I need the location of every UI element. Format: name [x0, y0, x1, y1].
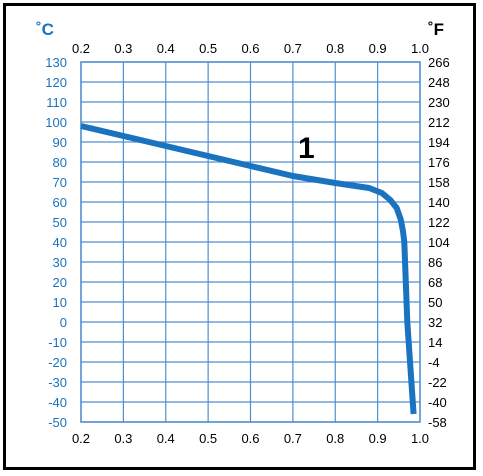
x-tick-label-bottom: 1.0	[411, 431, 429, 446]
y-right-tick-label: 158	[428, 175, 450, 190]
y-right-tick-label: -40	[428, 395, 447, 410]
y-right-tick-label: -22	[428, 375, 447, 390]
x-tick-label-top: 0.2	[72, 41, 90, 56]
y-left-tick-label: 0	[60, 315, 67, 330]
series-layer	[80, 123, 417, 415]
y-left-tick-label: 110	[46, 95, 67, 110]
x-tick-label-top: 0.6	[241, 41, 259, 56]
y-left-tick-label: 90	[53, 135, 67, 150]
y-left-tick-label: 120	[45, 75, 67, 90]
x-tick-label-bottom: 0.5	[199, 431, 217, 446]
y-right-tick-label: 194	[428, 135, 450, 150]
y-left-tick-label: 20	[53, 275, 67, 290]
x-tick-label-top: 0.5	[199, 41, 217, 56]
y-left-tick-label: 80	[53, 155, 67, 170]
y-left-tick-label: 10	[53, 295, 67, 310]
y-left-tick-label: -50	[48, 415, 67, 430]
x-tick-label-bottom: 0.4	[157, 431, 175, 446]
y-right-tick-label: -58	[428, 415, 447, 430]
y-left-tick-label: -10	[48, 335, 67, 350]
x-tick-label-top: 1.0	[411, 41, 429, 56]
x-tick-label-top: 0.3	[114, 41, 132, 56]
x-tick-label-bottom: 0.9	[369, 431, 387, 446]
series-line	[80, 123, 417, 415]
grid	[80, 61, 421, 423]
y-right-tick-label: 104	[428, 235, 450, 250]
x-tick-label-top: 0.9	[369, 41, 387, 56]
x-tick-label-bottom: 0.6	[241, 431, 259, 446]
y-left-tick-label: -30	[48, 375, 67, 390]
x-tick-label-top: 0.4	[157, 41, 175, 56]
y-right-tick-label: 248	[428, 75, 450, 90]
y-right-tick-label: 140	[428, 195, 450, 210]
y-left-tick-label: 50	[53, 215, 67, 230]
x-tick-label-top: 0.8	[326, 41, 344, 56]
y-left-tick-label: -40	[48, 395, 67, 410]
y-right-tick-label: 212	[428, 115, 450, 130]
y-right-tick-label: 266	[428, 55, 450, 70]
y-left-tick-label: -20	[48, 355, 67, 370]
y-right-tick-label: 230	[428, 95, 450, 110]
right-unit-label: ˚F	[428, 20, 444, 39]
x-tick-label-bottom: 0.7	[284, 431, 302, 446]
curve-annotation: 1	[298, 132, 315, 165]
left-unit-label: ˚C	[36, 20, 54, 39]
y-right-tick-label: 86	[428, 255, 442, 270]
y-left-tick-label: 130	[45, 55, 67, 70]
plot-border	[80, 61, 421, 423]
x-tick-label-top: 0.7	[284, 41, 302, 56]
y-right-tick-label: 176	[428, 155, 450, 170]
x-tick-label-bottom: 0.2	[72, 431, 90, 446]
x-tick-label-bottom: 0.8	[326, 431, 344, 446]
y-left-tick-label: 30	[53, 255, 67, 270]
tick-labels: 0.2 0.2 0.3 0.3 0.4 0.4 0.5 0.5 0.6 0.6 0.7 0.7 0.8 0…	[45, 41, 449, 446]
y-right-tick-label: 32	[428, 315, 442, 330]
y-left-tick-label: 40	[53, 235, 67, 250]
y-right-tick-label: -4	[428, 355, 440, 370]
y-right-tick-label: 68	[428, 275, 442, 290]
y-right-tick-label: 50	[428, 295, 442, 310]
x-tick-label-bottom: 0.3	[114, 431, 132, 446]
y-left-tick-label: 60	[53, 195, 67, 210]
chart-frame	[3, 3, 476, 470]
y-right-tick-label: 122	[428, 215, 450, 230]
y-left-tick-label: 100	[45, 115, 67, 130]
y-left-tick-label: 70	[53, 175, 67, 190]
y-right-tick-label: 14	[428, 335, 442, 350]
